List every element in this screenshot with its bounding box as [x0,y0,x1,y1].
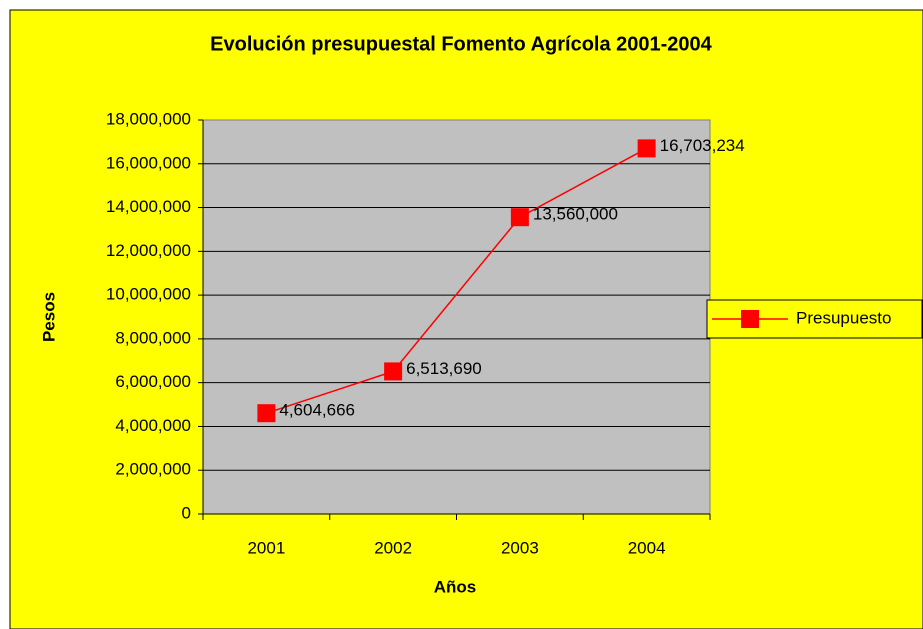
y-tick-label: 0 [182,503,191,522]
data-label: 4,604,666 [279,401,355,420]
y-tick-label: 10,000,000 [106,285,191,304]
legend-marker [741,310,759,328]
marker [637,139,656,158]
y-tick-label: 4,000,000 [115,416,191,435]
chart-title: Evolución presupuestal Fomento Agrícola … [210,33,713,55]
plot-area [202,119,711,515]
marker [510,208,529,227]
data-label: 13,560,000 [533,205,618,224]
x-tick-label: 2003 [501,538,539,557]
x-tick-label: 2002 [374,538,412,557]
marker [257,404,276,423]
x-tick-label: 2004 [628,538,666,557]
x-tick-label: 2001 [247,538,285,557]
marker [384,362,403,381]
y-tick-label: 12,000,000 [106,241,191,260]
y-tick-label: 8,000,000 [115,328,191,347]
y-axis-label: Pesos [39,292,58,342]
y-tick-label: 18,000,000 [106,109,191,128]
data-label: 16,703,234 [660,136,745,155]
line [266,147,647,414]
data-label: 6,513,690 [406,359,482,378]
legend-label: Presupuesto [796,308,891,327]
x-axis-label: Años [434,577,477,596]
y-tick-label: 14,000,000 [106,197,191,216]
y-tick-label: 6,000,000 [115,372,191,391]
y-tick-label: 16,000,000 [106,153,191,172]
y-tick-label: 2,000,000 [115,460,191,479]
